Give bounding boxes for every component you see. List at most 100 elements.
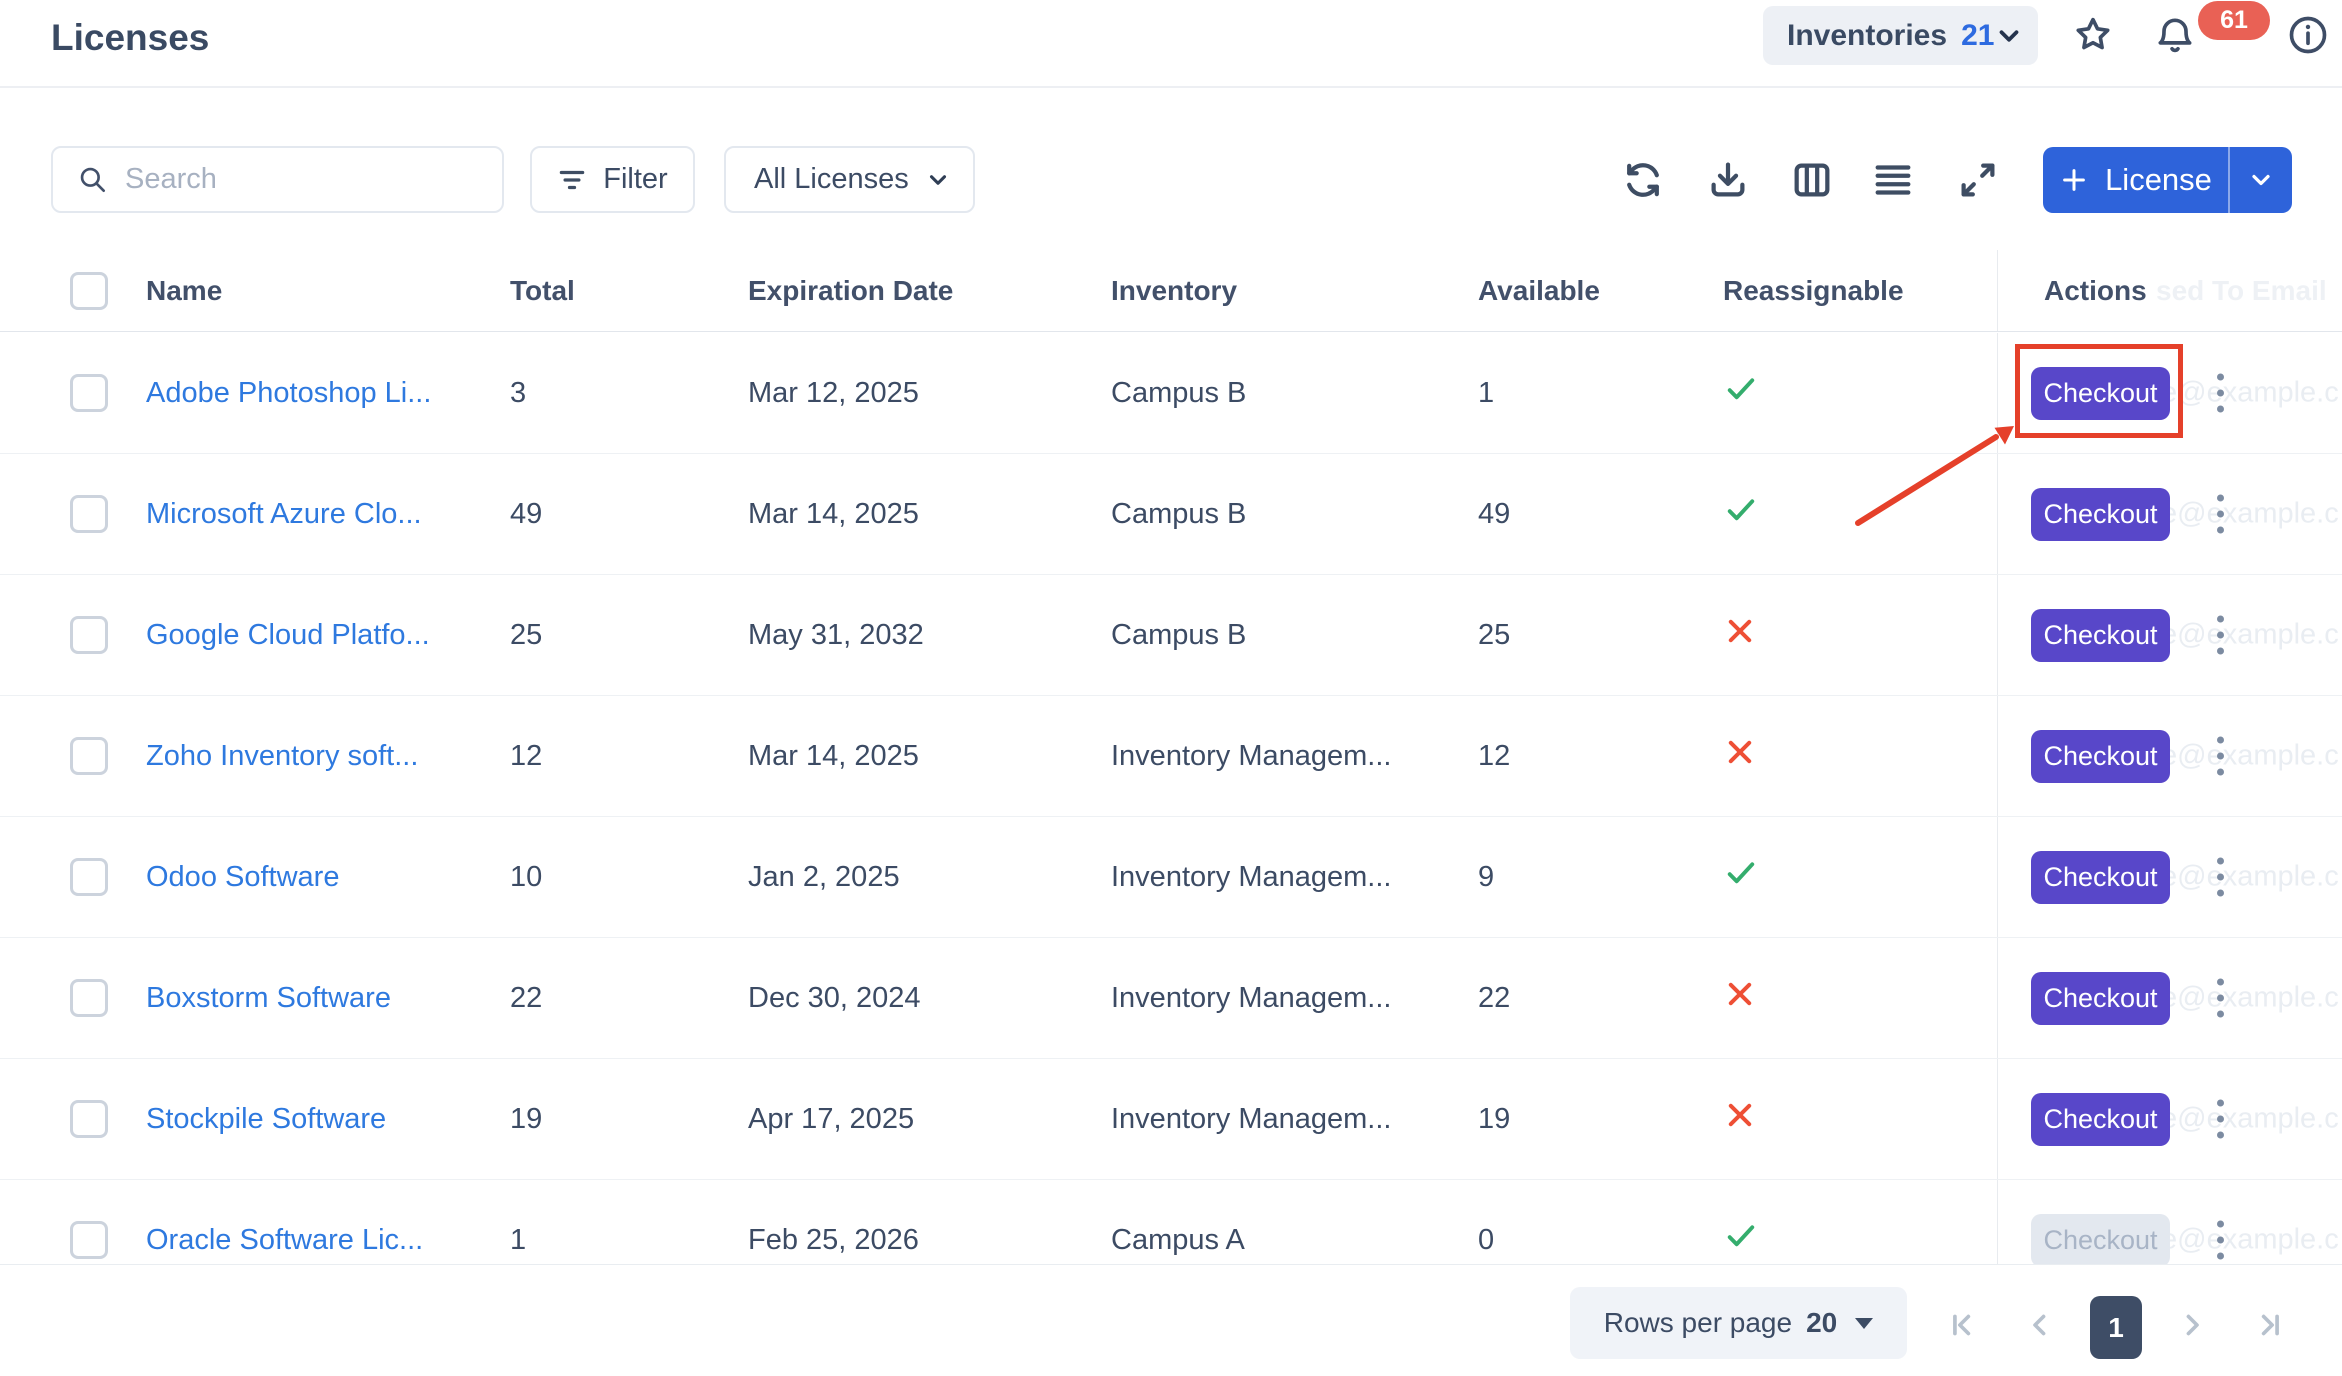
chevron-right-icon [2186,1314,2199,1336]
total-cell: 49 [510,497,543,530]
available-cell: 12 [1478,739,1511,772]
notifications-button[interactable] [2152,14,2198,60]
actions-cell: e@example.c Checkout [1997,1059,2342,1179]
list-lines-icon [1875,165,1911,195]
help-button[interactable] [2285,14,2331,60]
check-icon [1723,1218,1759,1254]
inventory-cell: Inventory Managem... [1111,860,1392,893]
total-cell: 1 [510,1223,527,1256]
column-header-total: Total [510,274,575,306]
rows-per-page-value: 20 [1806,1307,1838,1338]
total-cell: 12 [510,739,543,772]
kebab-menu-icon[interactable] [2211,852,2230,903]
checkout-button[interactable]: Checkout [2031,851,2170,904]
notification-count-badge: 61 [2198,1,2270,40]
column-header-inventory: Inventory [1111,274,1238,306]
first-page-button[interactable] [1934,1295,1990,1355]
checkout-button[interactable]: Checkout [2031,367,2170,420]
reassignable-cell [1723,614,1997,656]
expiration-date-cell: Dec 30, 2024 [748,981,921,1014]
add-license-menu-button[interactable] [2228,147,2292,213]
license-name-link[interactable]: Zoho Inventory soft... [146,739,419,772]
current-page-button[interactable]: 1 [2090,1296,2142,1359]
favorite-button[interactable] [2070,14,2116,60]
inventories-dropdown[interactable]: Inventories 21 [1763,6,2038,65]
kebab-menu-icon[interactable] [2211,973,2230,1024]
fullscreen-button[interactable] [1950,152,2006,208]
inventory-cell: Campus B [1111,618,1247,651]
kebab-menu-icon[interactable] [2211,610,2230,661]
app-header: Licenses Inventories 21 61 [0,0,2342,88]
export-button[interactable] [1700,152,1756,208]
search-icon [80,167,105,192]
add-license-button[interactable]: License [2043,147,2228,213]
kebab-menu-icon[interactable] [2211,368,2230,419]
table-row: Boxstorm Software 22 Dec 30, 2024 Invent… [0,938,2342,1059]
reassignable-cell [1723,1098,1997,1140]
inventory-cell: Campus B [1111,497,1247,530]
column-header-expiration: Expiration Date [748,274,954,306]
last-page-button[interactable] [2242,1295,2298,1355]
filter-button[interactable]: Filter [530,146,695,213]
columns-button[interactable] [1784,152,1840,208]
next-page-button[interactable] [2164,1295,2220,1355]
license-name-link[interactable]: Odoo Software [146,860,340,893]
row-checkbox[interactable] [70,1221,108,1259]
caret-down-icon [1855,1317,1874,1329]
refresh-button[interactable] [1615,152,1671,208]
filter-icon [560,170,585,189]
ghost-licensed-email: e@example.c [2161,981,2339,1014]
license-name-link[interactable]: Stockpile Software [146,1102,387,1135]
row-checkbox[interactable] [70,737,108,775]
inventory-cell: Inventory Managem... [1111,1102,1392,1135]
select-all-checkbox[interactable] [70,271,108,310]
license-name-link[interactable]: Oracle Software Lic... [146,1223,424,1256]
kebab-menu-icon[interactable] [2211,731,2230,782]
expiration-date-cell: Mar 14, 2025 [748,739,919,772]
add-license-split-button: License [2043,147,2292,213]
checkout-button[interactable]: Checkout [2031,1093,2170,1146]
kebab-menu-icon[interactable] [2211,489,2230,540]
license-name-link[interactable]: Adobe Photoshop Li... [146,376,432,409]
actions-cell: e@example.c Checkout [1997,575,2342,695]
ghost-licensed-email: e@example.c [2161,376,2339,409]
checkout-button[interactable]: Checkout [2031,730,2170,783]
ghost-licensed-email: e@example.c [2161,1102,2339,1135]
column-header-actions: sed To Email Actions [1997,250,2342,331]
checkout-button[interactable]: Checkout [2031,609,2170,662]
checkout-button[interactable]: Checkout [2031,488,2170,541]
available-cell: 1 [1478,376,1495,409]
row-checkbox[interactable] [70,979,108,1017]
license-name-link[interactable]: Microsoft Azure Clo... [146,497,422,530]
row-checkbox[interactable] [70,374,108,412]
available-cell: 25 [1478,618,1511,651]
license-name-link[interactable]: Google Cloud Platfo... [146,618,430,651]
row-density-button[interactable] [1865,152,1921,208]
inventory-cell: Inventory Managem... [1111,981,1392,1014]
x-icon [1723,735,1757,769]
table-row: Google Cloud Platfo... 25 May 31, 2032 C… [0,575,2342,696]
search-box [51,146,504,213]
search-input[interactable] [125,163,482,196]
inventory-cell: Campus A [1111,1223,1245,1256]
row-checkbox[interactable] [70,495,108,533]
kebab-menu-icon[interactable] [2211,1094,2230,1145]
actions-cell: e@example.c Checkout [1997,938,2342,1058]
total-cell: 3 [510,376,527,409]
available-cell: 22 [1478,981,1511,1014]
download-icon [1711,162,1745,197]
expand-icon [1961,163,1995,197]
rows-per-page-select[interactable]: Rows per page 20 [1570,1287,1907,1359]
previous-page-button[interactable] [2012,1295,2068,1355]
star-icon [2071,13,2115,62]
checkout-button[interactable]: Checkout [2031,972,2170,1025]
kebab-menu-icon[interactable] [2211,1215,2230,1265]
row-checkbox[interactable] [70,616,108,654]
license-scope-select[interactable]: All Licenses [724,146,975,213]
scope-label: All Licenses [754,163,909,195]
table-row: Adobe Photoshop Li... 3 Mar 12, 2025 Cam… [0,333,2342,454]
actions-cell: e@example.c Checkout [1997,1180,2342,1264]
row-checkbox[interactable] [70,858,108,896]
license-name-link[interactable]: Boxstorm Software [146,981,391,1014]
row-checkbox[interactable] [70,1100,108,1138]
